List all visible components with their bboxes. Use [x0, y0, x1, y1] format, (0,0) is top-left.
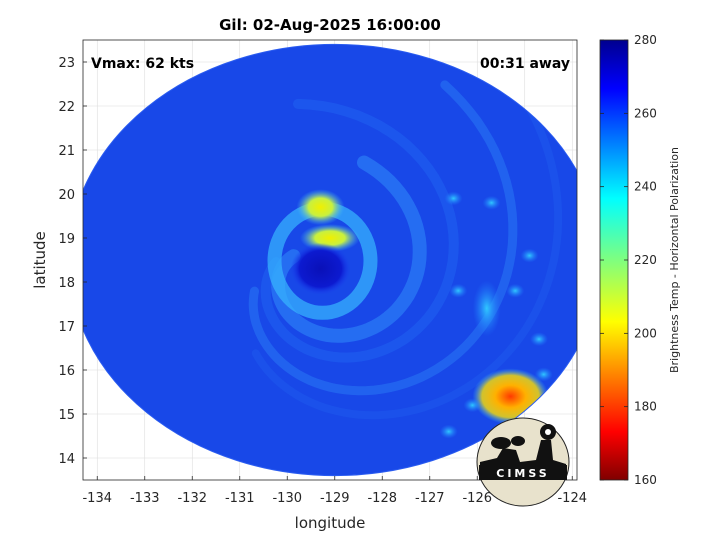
colorbar	[599, 39, 629, 481]
x-tick-label: -130	[272, 491, 302, 506]
convective-cell	[530, 332, 548, 347]
colorbar-tick-label: 180	[634, 400, 657, 414]
y-tick-label: 19	[58, 232, 75, 247]
convective-cell	[506, 283, 525, 298]
x-tick-label: -127	[415, 491, 445, 506]
x-tick-label: -134	[82, 491, 112, 506]
swath-content	[83, 44, 577, 476]
y-axis-label: latitude	[31, 231, 49, 289]
swath-edge	[83, 43, 577, 477]
x-tick-label: -126	[462, 491, 492, 506]
x-tick-label: -124	[557, 491, 587, 506]
colorbar-tick-label: 260	[634, 106, 657, 120]
cimss-logo: CIMSS	[476, 417, 570, 507]
spiral-band	[248, 80, 518, 396]
y-tick-label: 20	[58, 188, 75, 203]
colorbar-label: Brightness Temp - Horizontal Polarizatio…	[668, 147, 681, 373]
y-tick-label: 18	[58, 276, 75, 291]
y-tick-label: 22	[58, 100, 75, 115]
y-tick-label: 21	[58, 144, 75, 159]
cimss-logo-text: CIMSS	[496, 467, 549, 480]
colorbar-tick-label: 160	[634, 473, 657, 487]
convective-cell	[482, 195, 501, 210]
y-tick-label: 23	[58, 56, 75, 71]
vmax-annotation: Vmax: 62 kts	[91, 56, 194, 72]
y-tick-label: 16	[58, 364, 75, 379]
y-tick-label: 15	[58, 408, 75, 423]
brightness-temp-swath	[83, 43, 577, 477]
convective-cell	[463, 398, 482, 413]
chart-title: Gil: 02-Aug-2025 16:00:00	[219, 16, 441, 34]
x-tick-label: -133	[130, 491, 160, 506]
convective-cell	[444, 191, 463, 206]
feature-eyewall-northwest	[296, 189, 345, 226]
y-tick-label: 17	[58, 320, 75, 335]
spiral-band	[251, 99, 563, 420]
convective-cell	[439, 424, 458, 439]
spiral-band	[260, 98, 459, 363]
x-tick-label: -128	[367, 491, 397, 506]
colorbar-tick-label: 240	[634, 180, 657, 194]
colorbar-tick-label: 220	[634, 253, 657, 267]
y-axis-ticks: 14 15 16 17 18 19 20 21 22 23	[58, 56, 87, 467]
convective-cell	[534, 367, 553, 382]
time-away-annotation: 00:31 away	[480, 56, 570, 72]
feature-rainband-east	[472, 280, 501, 337]
colorbar-tick-label: 200	[634, 326, 657, 340]
colorbar-ticks: 160 180 200 220 240 260 280	[600, 33, 657, 487]
x-tick-label: -131	[225, 491, 255, 506]
x-axis-label: longitude	[295, 514, 366, 532]
plot-frame	[82, 39, 578, 481]
convective-cell	[449, 283, 468, 298]
colorbar-tick-label: 280	[634, 33, 657, 47]
hurricane-eye	[290, 242, 351, 295]
x-axis-ticks: -134-133-132-131-130-129-128-127-126-125…	[82, 476, 587, 506]
x-tick-label: -132	[177, 491, 207, 506]
y-tick-label: 14	[58, 452, 75, 467]
x-tick-label: -129	[320, 491, 350, 506]
convective-cell	[520, 248, 539, 263]
